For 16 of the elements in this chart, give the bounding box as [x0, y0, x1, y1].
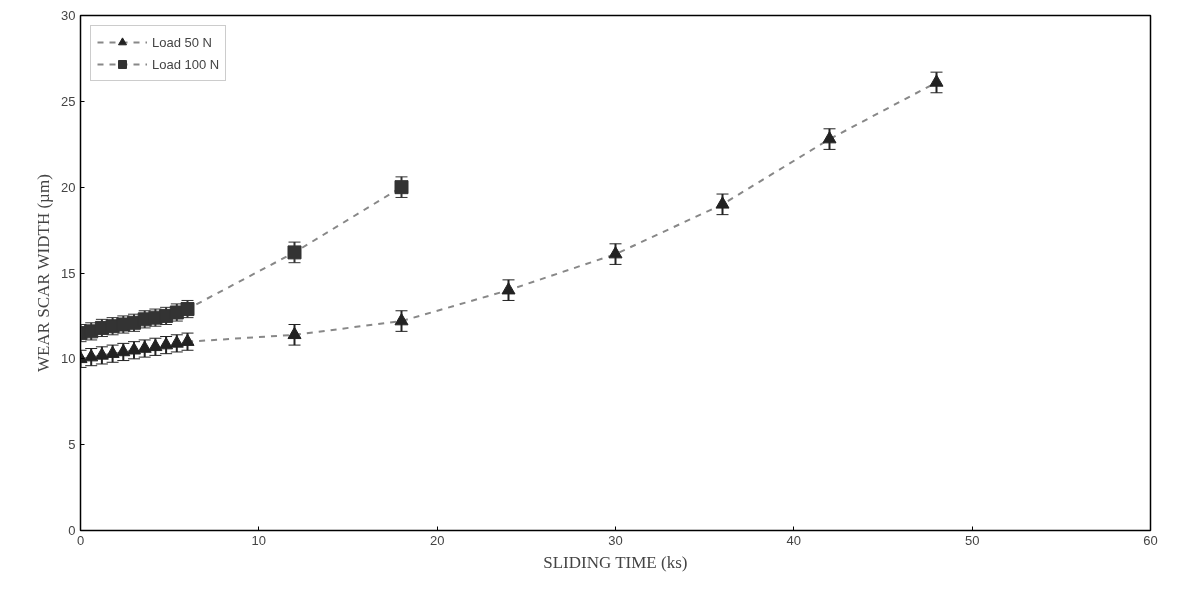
legend-label: Load 100 N [152, 56, 220, 72]
x-tick-label: 10 [251, 532, 267, 548]
y-tick-label: 25 [61, 93, 76, 109]
y-tick-label: 10 [61, 351, 76, 367]
x-tick-label: 50 [964, 532, 980, 548]
x-tick-label: 60 [1143, 532, 1158, 548]
x-tick-label: 20 [429, 532, 445, 548]
legend-label: Load 50 N [152, 34, 212, 50]
x-tick-label: 40 [786, 532, 802, 548]
x-tick-label: 30 [608, 532, 623, 548]
y-tick-label: 20 [61, 179, 76, 195]
x-axis-title: SLIDING TIME (ks) [543, 552, 688, 572]
y-axis-title: WEAR SCAR WIDTH (µm) [34, 174, 54, 373]
y-tick-label: 30 [61, 8, 76, 23]
y-tick-label: 15 [61, 265, 76, 281]
y-tick-label: 5 [68, 437, 76, 453]
